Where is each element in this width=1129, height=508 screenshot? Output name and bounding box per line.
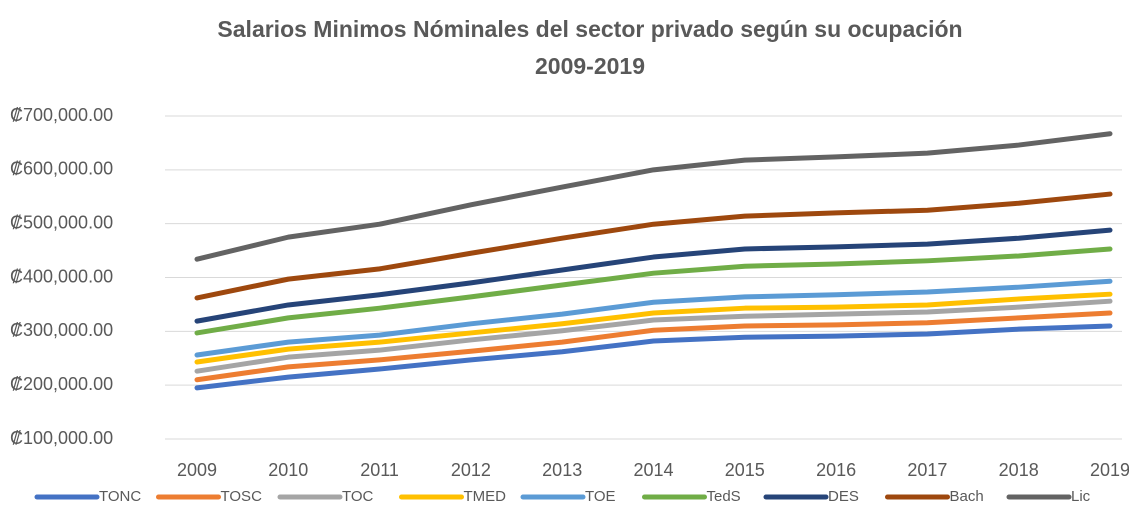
y-tick-label: ₡500,000.00 bbox=[10, 212, 113, 232]
x-tick-label: 2014 bbox=[633, 460, 673, 480]
legend-label: TOC bbox=[342, 488, 374, 505]
x-tick-label: 2011 bbox=[360, 460, 399, 480]
legend-label: TMED bbox=[464, 488, 507, 505]
legend-label: DES bbox=[828, 488, 859, 505]
series-line bbox=[194, 291, 1113, 365]
x-tick-label: 2016 bbox=[816, 460, 856, 480]
y-tick-label: ₡100,000.00 bbox=[10, 428, 113, 448]
series-line bbox=[194, 323, 1113, 391]
y-tick-label: ₡300,000.00 bbox=[10, 320, 113, 340]
x-tick-label: 2017 bbox=[907, 460, 947, 480]
series-line bbox=[194, 310, 1113, 383]
x-tick-label: 2013 bbox=[542, 460, 582, 480]
x-tick-label: 2010 bbox=[268, 460, 308, 480]
chart-title: Salarios Minimos Nóminales del sector pr… bbox=[217, 16, 962, 42]
legend-label: TedS bbox=[707, 488, 741, 505]
y-tick-label: ₡600,000.00 bbox=[10, 159, 113, 179]
legend-label: TOE bbox=[585, 488, 616, 505]
y-tick-label: ₡200,000.00 bbox=[10, 374, 113, 394]
legend-label: TONC bbox=[99, 488, 141, 505]
series-line bbox=[194, 131, 1113, 262]
x-tick-label: 2009 bbox=[177, 460, 217, 480]
y-tick-label: ₡700,000.00 bbox=[10, 105, 113, 125]
legend-label: TOSC bbox=[221, 488, 263, 505]
chart-subtitle: 2009-2019 bbox=[535, 53, 645, 79]
x-tick-label: 2018 bbox=[999, 460, 1039, 480]
x-tick-label: 2019 bbox=[1090, 460, 1129, 480]
series-line bbox=[194, 298, 1113, 374]
series-line bbox=[194, 191, 1113, 301]
y-tick-label: ₡400,000.00 bbox=[10, 266, 113, 286]
series-line bbox=[194, 227, 1113, 324]
x-tick-label: 2012 bbox=[451, 460, 491, 480]
series-line bbox=[194, 278, 1113, 358]
legend-label: Lic bbox=[1071, 488, 1091, 505]
x-tick-label: 2015 bbox=[725, 460, 765, 480]
series-line bbox=[194, 246, 1113, 336]
legend-label: Bach bbox=[950, 488, 984, 505]
